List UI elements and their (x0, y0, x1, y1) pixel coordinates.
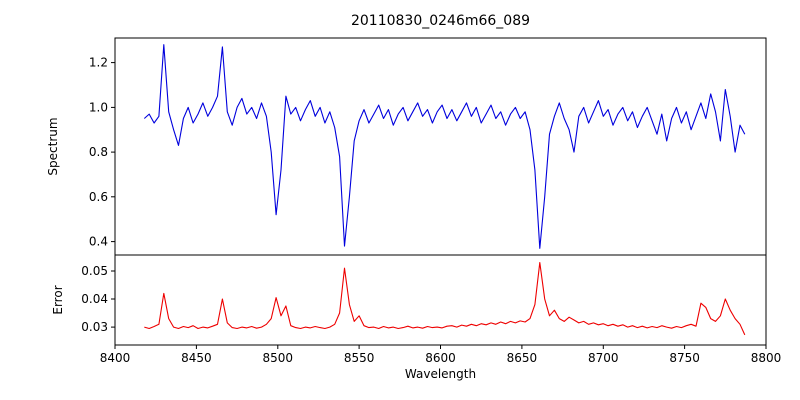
y-tick-label: 1.0 (89, 100, 108, 114)
x-tick-label: 8700 (588, 351, 619, 365)
x-tick-label: 8600 (425, 351, 456, 365)
y-tick-label: 0.04 (81, 292, 108, 306)
x-tick-label: 8550 (344, 351, 375, 365)
error-line (144, 262, 746, 336)
y-tick-label: 0.03 (81, 320, 108, 334)
x-axis-label: Wavelength (405, 367, 476, 381)
error-ylabel: Error (51, 285, 65, 314)
error-axes-border (114, 254, 767, 346)
x-tick-label: 8800 (751, 351, 782, 365)
x-tick-label: 8400 (100, 351, 131, 365)
chart-title: 20110830_0246m66_089 (350, 13, 531, 29)
spectrum-axes-border (114, 37, 767, 256)
spectrum-line (143, 44, 746, 249)
x-tick-label: 8450 (181, 351, 212, 365)
y-tick-label: 0.05 (81, 264, 108, 278)
spectrum-ylabel: Spectrum (46, 117, 60, 175)
y-tick-label: 1.2 (89, 56, 108, 70)
y-tick-label: 0.6 (89, 190, 108, 204)
x-tick-label: 8650 (507, 351, 538, 365)
y-tick-label: 0.8 (89, 145, 108, 159)
x-tick-label: 8500 (263, 351, 294, 365)
y-tick-label: 0.4 (89, 235, 108, 249)
x-tick-label: 8750 (669, 351, 700, 365)
